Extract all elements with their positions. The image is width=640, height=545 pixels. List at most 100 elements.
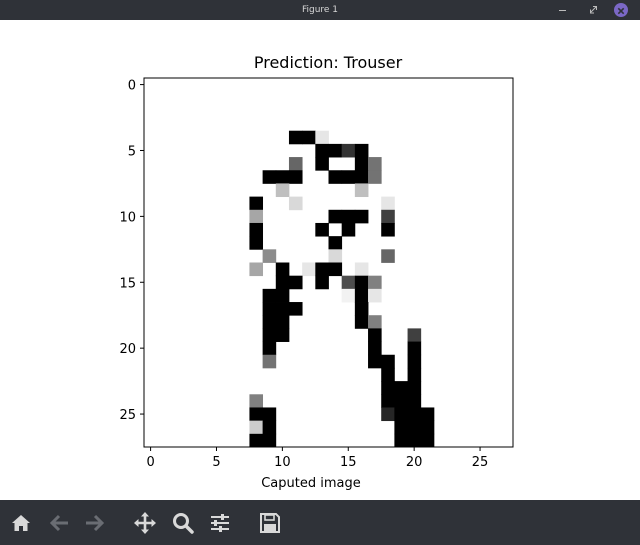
x-tick-label: 15 bbox=[340, 455, 357, 470]
y-tick-label: 20 bbox=[119, 342, 136, 357]
image-pixel bbox=[368, 170, 382, 184]
image-pixel bbox=[407, 407, 422, 422]
image-pixel bbox=[394, 381, 408, 395]
image-pixel bbox=[249, 236, 264, 250]
image-pixel bbox=[288, 275, 303, 290]
image-pixel bbox=[354, 157, 369, 171]
image-cells bbox=[249, 130, 435, 448]
image-pixel bbox=[407, 341, 422, 356]
image-pixel bbox=[420, 420, 435, 435]
configure-subplots-button[interactable] bbox=[207, 510, 233, 536]
image-pixel bbox=[341, 275, 356, 290]
x-tick-label: 5 bbox=[212, 455, 220, 470]
image-pixel bbox=[328, 262, 343, 277]
image-pixel bbox=[407, 354, 422, 369]
image-pixel bbox=[262, 315, 277, 329]
pan-button[interactable] bbox=[132, 510, 158, 536]
image-pixel bbox=[275, 183, 290, 198]
image-pixel bbox=[302, 262, 316, 277]
image-pixel bbox=[407, 433, 422, 448]
y-tick-label: 15 bbox=[119, 276, 136, 291]
image-pixel bbox=[368, 354, 382, 369]
y-axis-ticks: 0 5 10 15 20 25 bbox=[119, 79, 144, 423]
zoom-button[interactable] bbox=[170, 510, 196, 536]
image-pixel bbox=[262, 433, 277, 448]
image-pixel bbox=[341, 143, 356, 158]
image-pixel bbox=[341, 288, 356, 303]
back-button[interactable] bbox=[46, 510, 72, 536]
image-pixel bbox=[407, 381, 422, 395]
axes-frame bbox=[143, 77, 514, 448]
image-pixel bbox=[368, 328, 382, 342]
image-pixel bbox=[381, 249, 395, 263]
image-pixel bbox=[275, 262, 290, 277]
image-pixel bbox=[315, 130, 329, 145]
y-tick-label: 0 bbox=[128, 79, 136, 94]
figure-canvas[interactable]: Prediction: Trouser 0 5 10 15 20 25 0 5 10 15 20 2… bbox=[0, 20, 640, 500]
image-pixel bbox=[368, 288, 382, 303]
image-pixel bbox=[288, 157, 303, 171]
image-pixel bbox=[381, 196, 395, 211]
image-pixel bbox=[315, 262, 329, 277]
image-pixel bbox=[262, 328, 277, 342]
image-pixel bbox=[381, 394, 395, 408]
image-pixel bbox=[262, 170, 277, 184]
restore-icon bbox=[590, 6, 597, 14]
image-pixel bbox=[275, 315, 290, 329]
image-pixel bbox=[249, 433, 264, 448]
image-pixel bbox=[262, 341, 277, 356]
navigation-toolbar bbox=[0, 500, 640, 545]
image-pixel bbox=[249, 196, 264, 211]
image-pixel bbox=[354, 302, 369, 316]
image-pixel bbox=[315, 275, 329, 290]
save-icon bbox=[260, 513, 280, 533]
image-pixel bbox=[407, 420, 422, 435]
image-pixel bbox=[328, 236, 343, 250]
minimize-button[interactable] bbox=[553, 0, 573, 20]
image-pixel bbox=[368, 315, 382, 329]
image-pixel bbox=[354, 315, 369, 329]
window-titlebar: Figure 1 bbox=[0, 0, 640, 20]
image-pixel bbox=[407, 394, 422, 408]
forward-button[interactable] bbox=[82, 510, 108, 536]
image-pixel bbox=[249, 394, 264, 408]
image-pixel bbox=[407, 328, 422, 342]
home-button[interactable] bbox=[8, 510, 34, 536]
image-pixel bbox=[394, 420, 408, 435]
image-pixel bbox=[341, 222, 356, 237]
chart-title: Prediction: Trouser bbox=[254, 53, 403, 72]
image-pixel bbox=[288, 196, 303, 211]
configure-subplots-icon bbox=[211, 514, 229, 532]
image-pixel bbox=[328, 249, 343, 263]
x-axis-label: Caputed image bbox=[261, 476, 361, 491]
image-pixel bbox=[249, 420, 264, 435]
image-pixel bbox=[381, 222, 395, 237]
image-pixel bbox=[288, 302, 303, 316]
image-pixel bbox=[302, 130, 316, 145]
image-pixel bbox=[275, 302, 290, 316]
image-pixel bbox=[354, 183, 369, 198]
y-tick-label: 25 bbox=[119, 408, 136, 423]
image-pixel bbox=[315, 222, 329, 237]
image-pixel bbox=[262, 407, 277, 422]
close-icon bbox=[614, 3, 628, 17]
image-pixel bbox=[262, 288, 277, 303]
image-pixel bbox=[420, 433, 435, 448]
restore-button[interactable] bbox=[584, 0, 604, 20]
image-pixel bbox=[328, 143, 343, 158]
image-pixel bbox=[381, 354, 395, 369]
image-pixel bbox=[381, 381, 395, 395]
image-pixel bbox=[328, 209, 343, 224]
close-button[interactable] bbox=[612, 0, 632, 20]
zoom-icon bbox=[173, 513, 194, 534]
home-icon bbox=[12, 515, 30, 531]
pan-icon bbox=[134, 512, 156, 534]
image-pixel bbox=[249, 262, 264, 277]
x-tick-label: 25 bbox=[472, 455, 489, 470]
image-pixel bbox=[420, 407, 435, 422]
save-button[interactable] bbox=[257, 510, 283, 536]
image-pixel bbox=[249, 209, 264, 224]
back-arrow-icon bbox=[49, 514, 68, 532]
image-pixel bbox=[262, 249, 277, 263]
image-pixel bbox=[394, 394, 408, 408]
